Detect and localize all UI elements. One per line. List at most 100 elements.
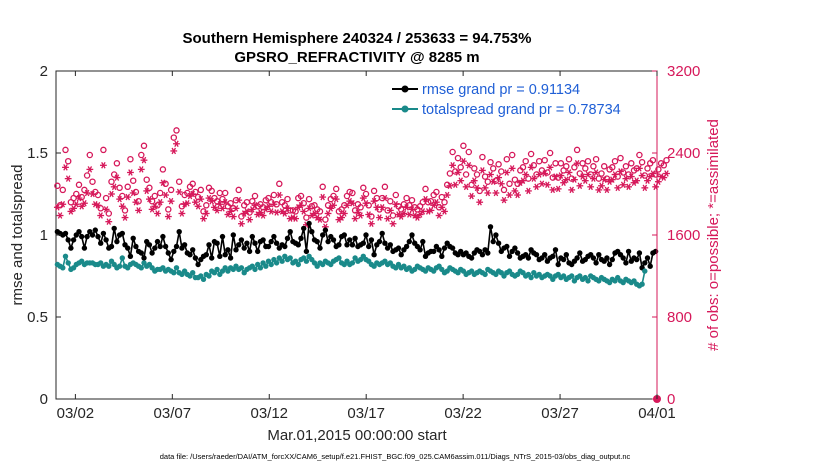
y-left-tick-label: 1.5 — [27, 145, 48, 162]
obs-assimilated-point — [414, 214, 421, 221]
obs-assimilated-point — [365, 211, 373, 218]
obs-possible-point — [124, 183, 131, 191]
series-point-rmse — [525, 255, 532, 261]
obs-possible-point — [64, 157, 72, 165]
series-point-rmse — [138, 250, 144, 256]
obs-possible-point — [105, 210, 113, 217]
obs-possible-point — [449, 148, 456, 156]
series-point-totalspread — [200, 276, 207, 282]
obs-assimilated-point — [148, 206, 156, 213]
obs-assimilated-point — [446, 182, 454, 190]
obs-assimilated-point — [124, 193, 132, 201]
obs-assimilated-point — [151, 203, 159, 210]
obs-assimilated-point — [83, 189, 91, 197]
series-point-rmse — [376, 238, 383, 245]
series-point-totalspread — [173, 265, 180, 271]
series-point-rmse — [206, 242, 212, 248]
obs-assimilated-point — [584, 171, 592, 178]
series-point-rmse — [171, 248, 177, 255]
obs-assimilated-point — [145, 195, 153, 203]
series-point-rmse — [219, 233, 226, 240]
series-point-rmse — [252, 240, 258, 246]
obs-possible-point — [227, 199, 234, 207]
y-left-tick-label: 0 — [40, 391, 48, 408]
obs-possible-point — [460, 142, 467, 150]
series-point-rmse — [487, 224, 494, 230]
series-point-rmse — [95, 233, 101, 240]
obs-assimilated-point — [533, 183, 540, 191]
series-point-totalspread — [303, 258, 310, 264]
series-point-rmse — [65, 237, 71, 243]
obs-possible-point — [389, 212, 397, 219]
series-point-rmse — [284, 235, 291, 241]
obs-assimilated-point — [619, 181, 627, 189]
obs-assimilated-point — [224, 211, 232, 218]
series-point-rmse — [181, 242, 188, 248]
series-point-rmse — [596, 252, 602, 258]
obs-assimilated-point — [449, 162, 457, 169]
obs-possible-point — [332, 185, 340, 193]
series-point-rmse — [125, 245, 131, 251]
obs-assimilated-point — [143, 187, 151, 195]
obs-possible-point — [297, 192, 305, 200]
series-point-rmse — [111, 225, 117, 232]
series-point-rmse — [514, 250, 521, 256]
series-point-rmse — [306, 220, 312, 227]
obs-assimilated-point — [154, 210, 161, 217]
obs-assimilated-point — [600, 176, 608, 183]
series-point-rmse — [89, 232, 96, 238]
series-point-totalspread — [639, 281, 645, 287]
series-point-rmse — [406, 238, 412, 245]
obs-assimilated-point — [611, 171, 619, 178]
obs-possible-point — [446, 170, 454, 177]
obs-assimilated-point — [492, 189, 500, 197]
obs-assimilated-point — [340, 210, 348, 217]
obs-possible-point — [189, 180, 196, 188]
obs-assimilated-point — [173, 140, 180, 148]
obs-assimilated-point — [370, 197, 378, 205]
obs-assimilated-point — [522, 171, 530, 178]
obs-possible-point — [360, 184, 367, 192]
series-point-rmse — [398, 252, 404, 258]
obs-assimilated-point — [281, 210, 289, 217]
obs-assimilated-point — [608, 176, 616, 183]
series-point-rmse — [330, 237, 337, 243]
series-point-rmse — [168, 256, 174, 263]
obs-possible-point — [660, 162, 668, 169]
series-point-totalspread — [279, 258, 285, 264]
series-point-rmse — [431, 248, 437, 255]
obs-assimilated-point — [403, 204, 410, 211]
obs-possible-point — [644, 165, 651, 172]
obs-assimilated-point — [476, 198, 484, 206]
series-point-rmse — [271, 233, 277, 240]
series-point-rmse — [563, 252, 569, 258]
series-point-rmse — [642, 260, 648, 266]
series-point-rmse — [108, 243, 115, 250]
series-point-rmse — [149, 250, 155, 256]
obs-possible-point — [75, 181, 83, 189]
obs-assimilated-point — [135, 207, 142, 214]
obs-assimilated-point — [162, 191, 170, 199]
obs-possible-point — [249, 197, 256, 205]
obs-possible-point — [508, 151, 516, 159]
legend-marker-rmse — [401, 85, 409, 93]
series-point-rmse — [141, 255, 147, 261]
series-point-rmse — [363, 232, 369, 238]
series-point-rmse — [441, 245, 448, 251]
obs-assimilated-point — [137, 166, 145, 173]
obs-possible-point — [503, 155, 511, 163]
series-point-rmse — [195, 261, 201, 268]
obs-assimilated-point — [514, 191, 521, 199]
obs-assimilated-point — [251, 201, 259, 209]
obs-possible-point — [62, 146, 69, 154]
obs-assimilated-point — [327, 205, 335, 212]
series-point-rmse — [593, 260, 599, 266]
obs-possible-point — [143, 176, 150, 183]
obs-possible-point — [622, 163, 630, 170]
obs-possible-point — [251, 192, 259, 200]
obs-possible-point — [357, 204, 364, 211]
obs-assimilated-point — [636, 165, 643, 172]
y-right-tick-label: 0 — [667, 391, 675, 408]
series-point-rmse — [368, 237, 375, 243]
